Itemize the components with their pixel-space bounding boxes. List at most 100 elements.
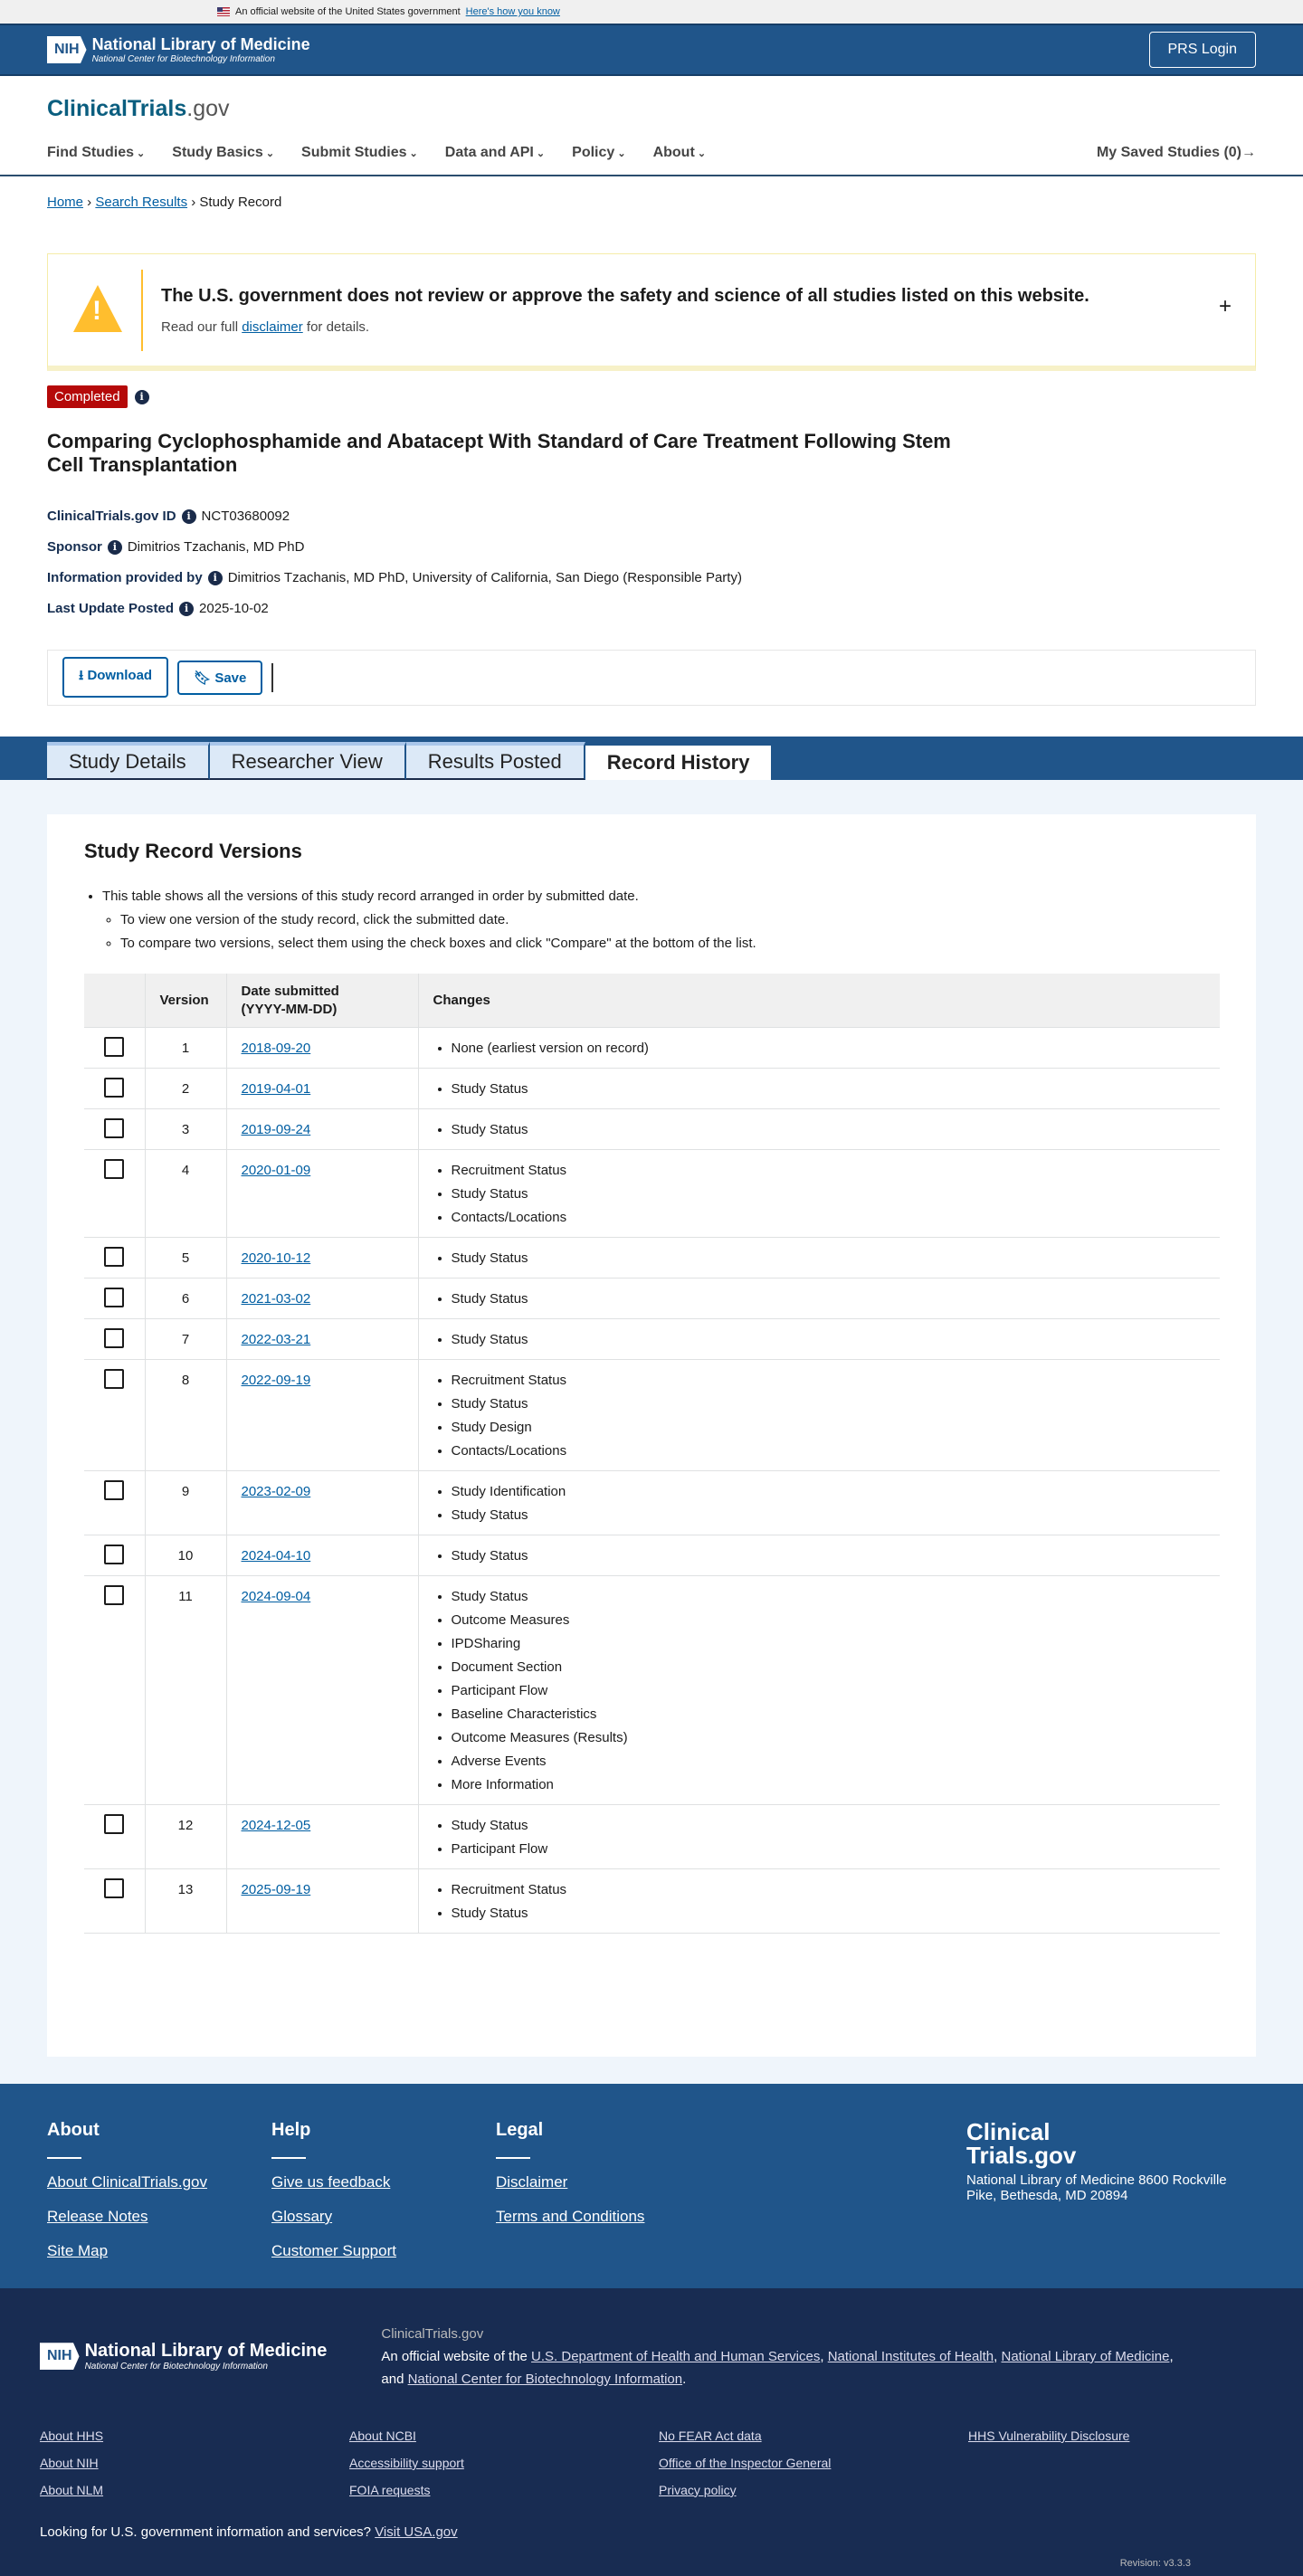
footer-link[interactable]: National Library of Medicine <box>1001 2348 1170 2364</box>
footer-link <box>968 2483 1278 2497</box>
disclaimer-link[interactable]: disclaimer <box>242 318 303 335</box>
footer-link[interactable]: U.S. Department of Health and Human Serv… <box>531 2348 821 2364</box>
usa-gov-link[interactable]: Visit USA.gov <box>375 2524 458 2540</box>
nav-submit-studies[interactable]: Submit Studies <box>301 145 418 161</box>
tab-record-history[interactable]: Record History <box>585 741 774 780</box>
instruction: To view one version of the study record,… <box>120 908 1219 932</box>
version-checkbox[interactable] <box>104 1814 124 1835</box>
footer-link[interactable]: About NCBI <box>349 2428 416 2443</box>
footer-link[interactable]: Site Map <box>47 2241 109 2259</box>
table-row: 3 2019-09-24 Study Status <box>84 1108 1220 1150</box>
meta-value: 2025-10-02 <box>199 601 269 617</box>
version-checkbox[interactable] <box>104 1247 124 1268</box>
breadcrumb-home[interactable]: Home <box>47 195 84 210</box>
version-date-link[interactable]: 2023-02-09 <box>241 1484 311 1500</box>
table-row: 1 2018-09-20 None (earliest version on r… <box>84 1027 1220 1069</box>
version-date-link[interactable]: 2025-09-19 <box>241 1882 311 1898</box>
version-number: 4 <box>144 1149 226 1238</box>
tab-researcher-view[interactable]: Researcher View <box>209 741 406 780</box>
clinicaltrials-logo[interactable]: ClinicalTrials.gov <box>0 76 1303 122</box>
version-date-link[interactable]: 2022-09-19 <box>241 1373 311 1389</box>
footer-link[interactable]: Accessibility support <box>349 2455 464 2470</box>
versions-heading: Study Record Versions <box>84 839 302 862</box>
version-number: 3 <box>144 1108 226 1150</box>
tab-results-posted[interactable]: Results Posted <box>405 741 585 780</box>
version-checkbox[interactable] <box>104 1037 124 1058</box>
change-item: Study Status <box>452 1247 1206 1270</box>
action-bar: ⭳ Download 🔖︎ Save <box>47 649 1256 706</box>
breadcrumb-search-results[interactable]: Search Results <box>95 195 188 210</box>
version-checkbox[interactable] <box>104 1118 124 1139</box>
version-checkbox[interactable] <box>104 1585 124 1606</box>
nav-find-studies[interactable]: Find Studies <box>47 145 145 161</box>
footer-link[interactable]: Disclaimer <box>496 2172 568 2191</box>
version-date-link[interactable]: 2022-03-21 <box>241 1332 311 1348</box>
version-date-link[interactable]: 2024-04-10 <box>241 1548 311 1564</box>
footer-link[interactable]: About NIH <box>40 2455 99 2470</box>
nav-about[interactable]: About <box>653 145 706 161</box>
footer-link[interactable]: About HHS <box>40 2428 104 2443</box>
saved-studies-link[interactable]: My Saved Studies (0)→ <box>1096 145 1256 160</box>
version-date-link[interactable]: 2018-09-20 <box>241 1041 311 1057</box>
nlm-logo[interactable]: NIH National Library of Medicine National… <box>47 35 310 64</box>
version-checkbox[interactable] <box>104 1159 124 1180</box>
version-checkbox[interactable] <box>104 1369 124 1390</box>
version-checkbox[interactable] <box>104 1328 124 1349</box>
tab-study-details[interactable]: Study Details <box>47 741 210 780</box>
nav-study-basics[interactable]: Study Basics <box>172 145 274 161</box>
version-checkbox[interactable] <box>104 1480 124 1501</box>
version-checkbox[interactable] <box>104 1288 124 1308</box>
nav-data-api[interactable]: Data and API <box>445 145 545 161</box>
table-row: 4 2020-01-09 Recruitment StatusStudy Sta… <box>84 1149 1220 1238</box>
version-date-link[interactable]: 2019-09-24 <box>241 1122 311 1138</box>
footer-link[interactable]: Office of the Inspector General <box>659 2455 832 2470</box>
change-item: Study Status <box>452 1504 1206 1527</box>
footer-link[interactable]: National Center for Biotechnology Inform… <box>407 2371 683 2387</box>
info-icon[interactable]: i <box>107 539 122 555</box>
footer-nlm-logo[interactable]: NIH National Library of Medicine National … <box>40 2323 327 2391</box>
version-date-link[interactable]: 2020-10-12 <box>241 1250 311 1267</box>
changes-list: Recruitment StatusStudy StatusContacts/L… <box>452 1159 1206 1230</box>
changes-list: Study Status <box>452 1247 1206 1270</box>
footer-link[interactable]: National Institutes of Health <box>827 2348 994 2364</box>
footer-heading-help: Help <box>271 2119 311 2140</box>
footer-link[interactable]: FOIA requests <box>349 2482 431 2497</box>
divider <box>271 662 274 692</box>
change-item: Document Section <box>452 1656 1206 1679</box>
version-date-link[interactable]: 2019-04-01 <box>241 1081 311 1098</box>
expand-plus-icon[interactable]: + <box>1218 294 1232 318</box>
footer-link[interactable]: Customer Support <box>271 2241 396 2259</box>
save-button[interactable]: 🔖︎ Save <box>177 660 263 695</box>
version-checkbox[interactable] <box>104 1078 124 1098</box>
footer-link[interactable]: Glossary <box>271 2207 333 2225</box>
meta-provided-by: Information provided by i Dimitrios Tzacha… <box>47 563 1256 594</box>
prs-login-button[interactable]: PRS Login <box>1148 32 1256 68</box>
version-date-link[interactable]: 2024-09-04 <box>241 1589 311 1605</box>
footer-link[interactable]: About NLM <box>40 2482 104 2497</box>
info-icon[interactable]: i <box>179 601 195 616</box>
footer-link[interactable]: No FEAR Act data <box>659 2428 762 2443</box>
footer-heading-about: About <box>47 2119 100 2140</box>
footer-link[interactable]: Terms and Conditions <box>496 2207 645 2225</box>
version-checkbox[interactable] <box>104 1545 124 1565</box>
info-icon[interactable]: i <box>181 509 196 524</box>
change-item: Study Status <box>452 1183 1206 1206</box>
footer-link[interactable]: Privacy policy <box>659 2482 737 2497</box>
version-date-link[interactable]: 2020-01-09 <box>241 1163 311 1179</box>
info-icon[interactable]: i <box>134 389 149 404</box>
changes-list: Study StatusParticipant Flow <box>452 1814 1206 1861</box>
change-item: Adverse Events <box>452 1750 1206 1773</box>
download-button[interactable]: ⭳ Download <box>62 657 169 699</box>
version-date-link[interactable]: 2021-03-02 <box>241 1291 311 1307</box>
version-date-link[interactable]: 2024-12-05 <box>241 1818 311 1834</box>
how-you-know-link[interactable]: Here's how you know <box>465 6 560 17</box>
footer-link[interactable]: About ClinicalTrials.gov <box>47 2172 207 2191</box>
version-checkbox[interactable] <box>104 1878 124 1899</box>
change-item: Study Status <box>452 1328 1206 1352</box>
info-icon[interactable]: i <box>207 570 223 585</box>
footer-link[interactable]: Release Notes <box>47 2207 148 2225</box>
footer-logo[interactable]: Clinical Trials.gov <box>966 2117 1077 2169</box>
nav-policy[interactable]: Policy <box>572 145 625 161</box>
footer-link[interactable]: HHS Vulnerability Disclosure <box>968 2428 1130 2443</box>
footer-link[interactable]: Give us feedback <box>271 2172 391 2191</box>
